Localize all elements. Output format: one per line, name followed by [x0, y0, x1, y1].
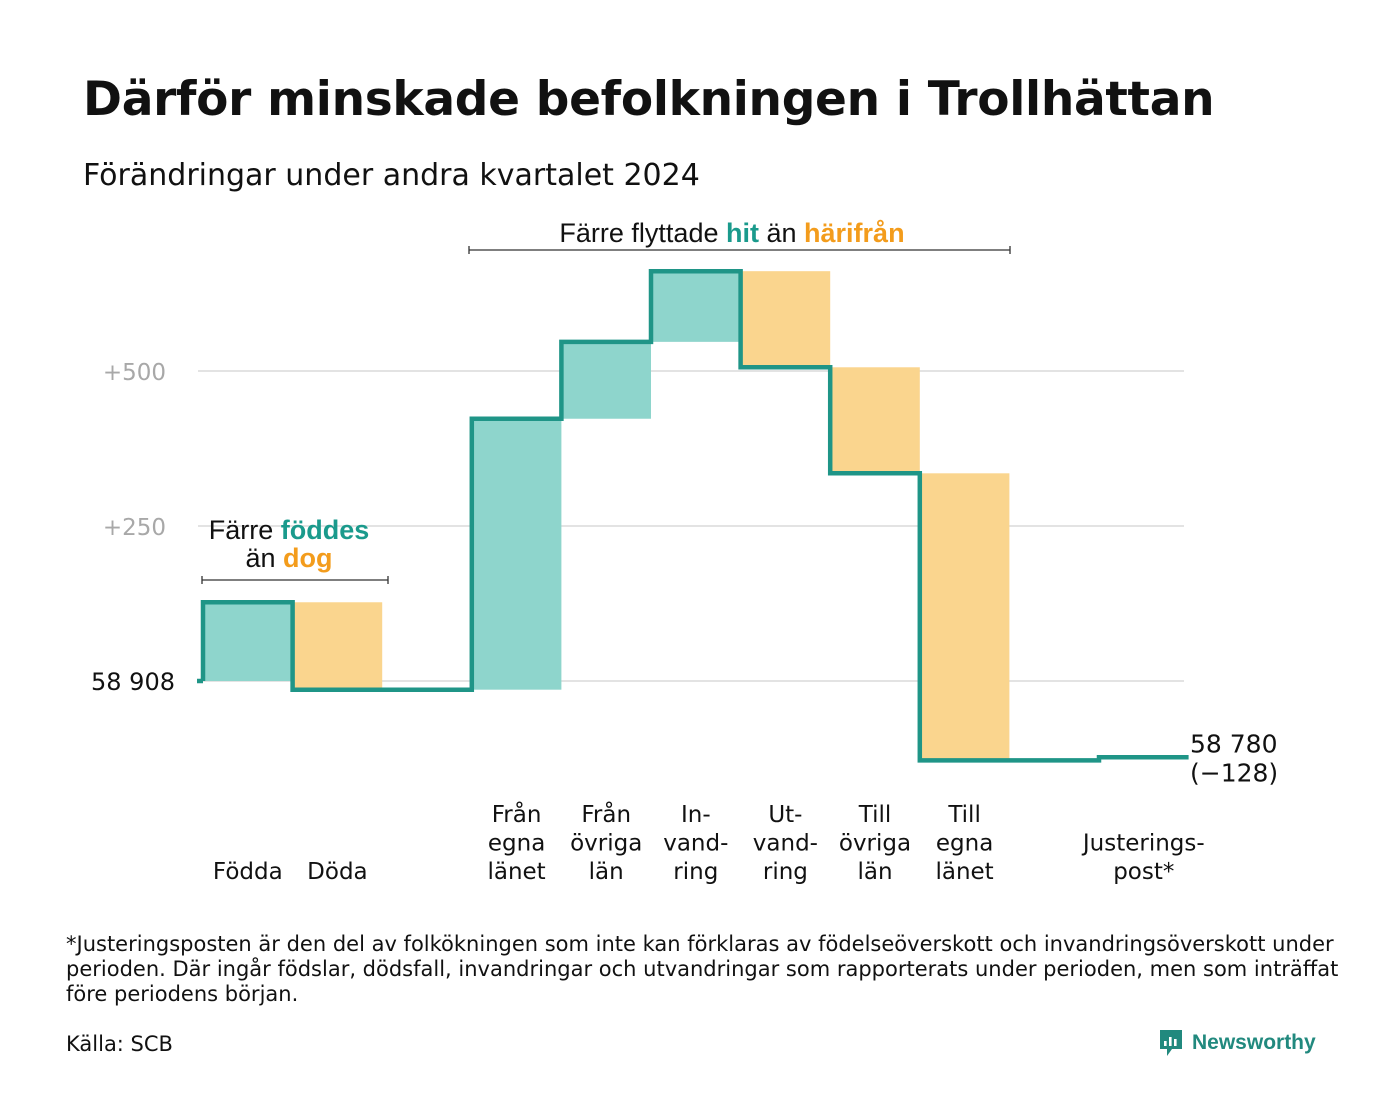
category-label: länet — [487, 859, 545, 885]
category-label: län — [857, 859, 892, 885]
bar — [292, 602, 383, 690]
annotation-text: än dog — [245, 543, 332, 573]
annotation-part: härifrån — [804, 218, 905, 248]
running-total-line — [197, 268, 1189, 763]
running-total-path — [200, 268, 1189, 763]
source-label: Källa: SCB — [66, 1032, 173, 1056]
category-label: Justerings- — [1081, 831, 1205, 857]
bar — [740, 271, 831, 368]
category-label: egna — [488, 831, 545, 857]
newsworthy-logo: Newsworthy — [1158, 1028, 1316, 1058]
category-label: In- — [681, 802, 711, 828]
newsworthy-logo-icon — [1160, 1030, 1182, 1056]
category-label: län — [589, 859, 624, 885]
logo-text: Newsworthy — [1192, 1031, 1316, 1054]
bar — [471, 418, 562, 690]
bar — [203, 602, 293, 681]
category-label: Ut- — [768, 802, 802, 828]
footnote: *Justeringsposten är den del av folkökni… — [66, 932, 1339, 1006]
annotation-part: föddes — [281, 515, 370, 545]
y-tick-label: +250 — [103, 515, 166, 541]
annotation-part: än — [245, 543, 283, 573]
category-label: egna — [936, 831, 993, 857]
y-tick-label: +500 — [103, 360, 166, 386]
bars — [203, 271, 1010, 761]
bar — [919, 473, 1010, 761]
annotation-part: hit — [726, 218, 759, 248]
bar — [830, 367, 920, 474]
start-value-label: 58 908 — [91, 668, 175, 696]
annotation-text: Färre flyttade hit än härifrån — [559, 218, 904, 248]
annotation-text: Färre föddes — [209, 515, 370, 545]
bar — [561, 341, 651, 419]
annotation-part: än — [759, 218, 804, 248]
bar — [651, 271, 741, 342]
category-label: Till — [858, 802, 892, 828]
category-label: ring — [763, 859, 808, 885]
category-label: vand- — [663, 831, 728, 857]
end-change-label: (−128) — [1190, 758, 1278, 787]
chart-title: Därför minskade befolkningen i Trollhätt… — [83, 72, 1215, 127]
category-label: vand- — [753, 831, 818, 857]
chart-subtitle: Förändringar under andra kvartalet 2024 — [83, 158, 700, 193]
annotation-part: Färre — [209, 515, 281, 545]
category-label: Döda — [307, 859, 367, 885]
category-label: Födda — [213, 859, 283, 885]
category-label: ring — [673, 859, 718, 885]
end-value-label: 58 780 — [1190, 729, 1277, 758]
category-label: Till — [947, 802, 981, 828]
category-label: post* — [1113, 859, 1174, 885]
category-label: övriga — [839, 831, 911, 857]
category-label: länet — [935, 859, 993, 885]
category-label: Från — [492, 800, 542, 828]
annotation-part: dog — [283, 543, 332, 573]
category-label: övriga — [570, 831, 642, 857]
category-label: Från — [581, 800, 631, 828]
annotation-part: Färre flyttade — [559, 218, 726, 248]
